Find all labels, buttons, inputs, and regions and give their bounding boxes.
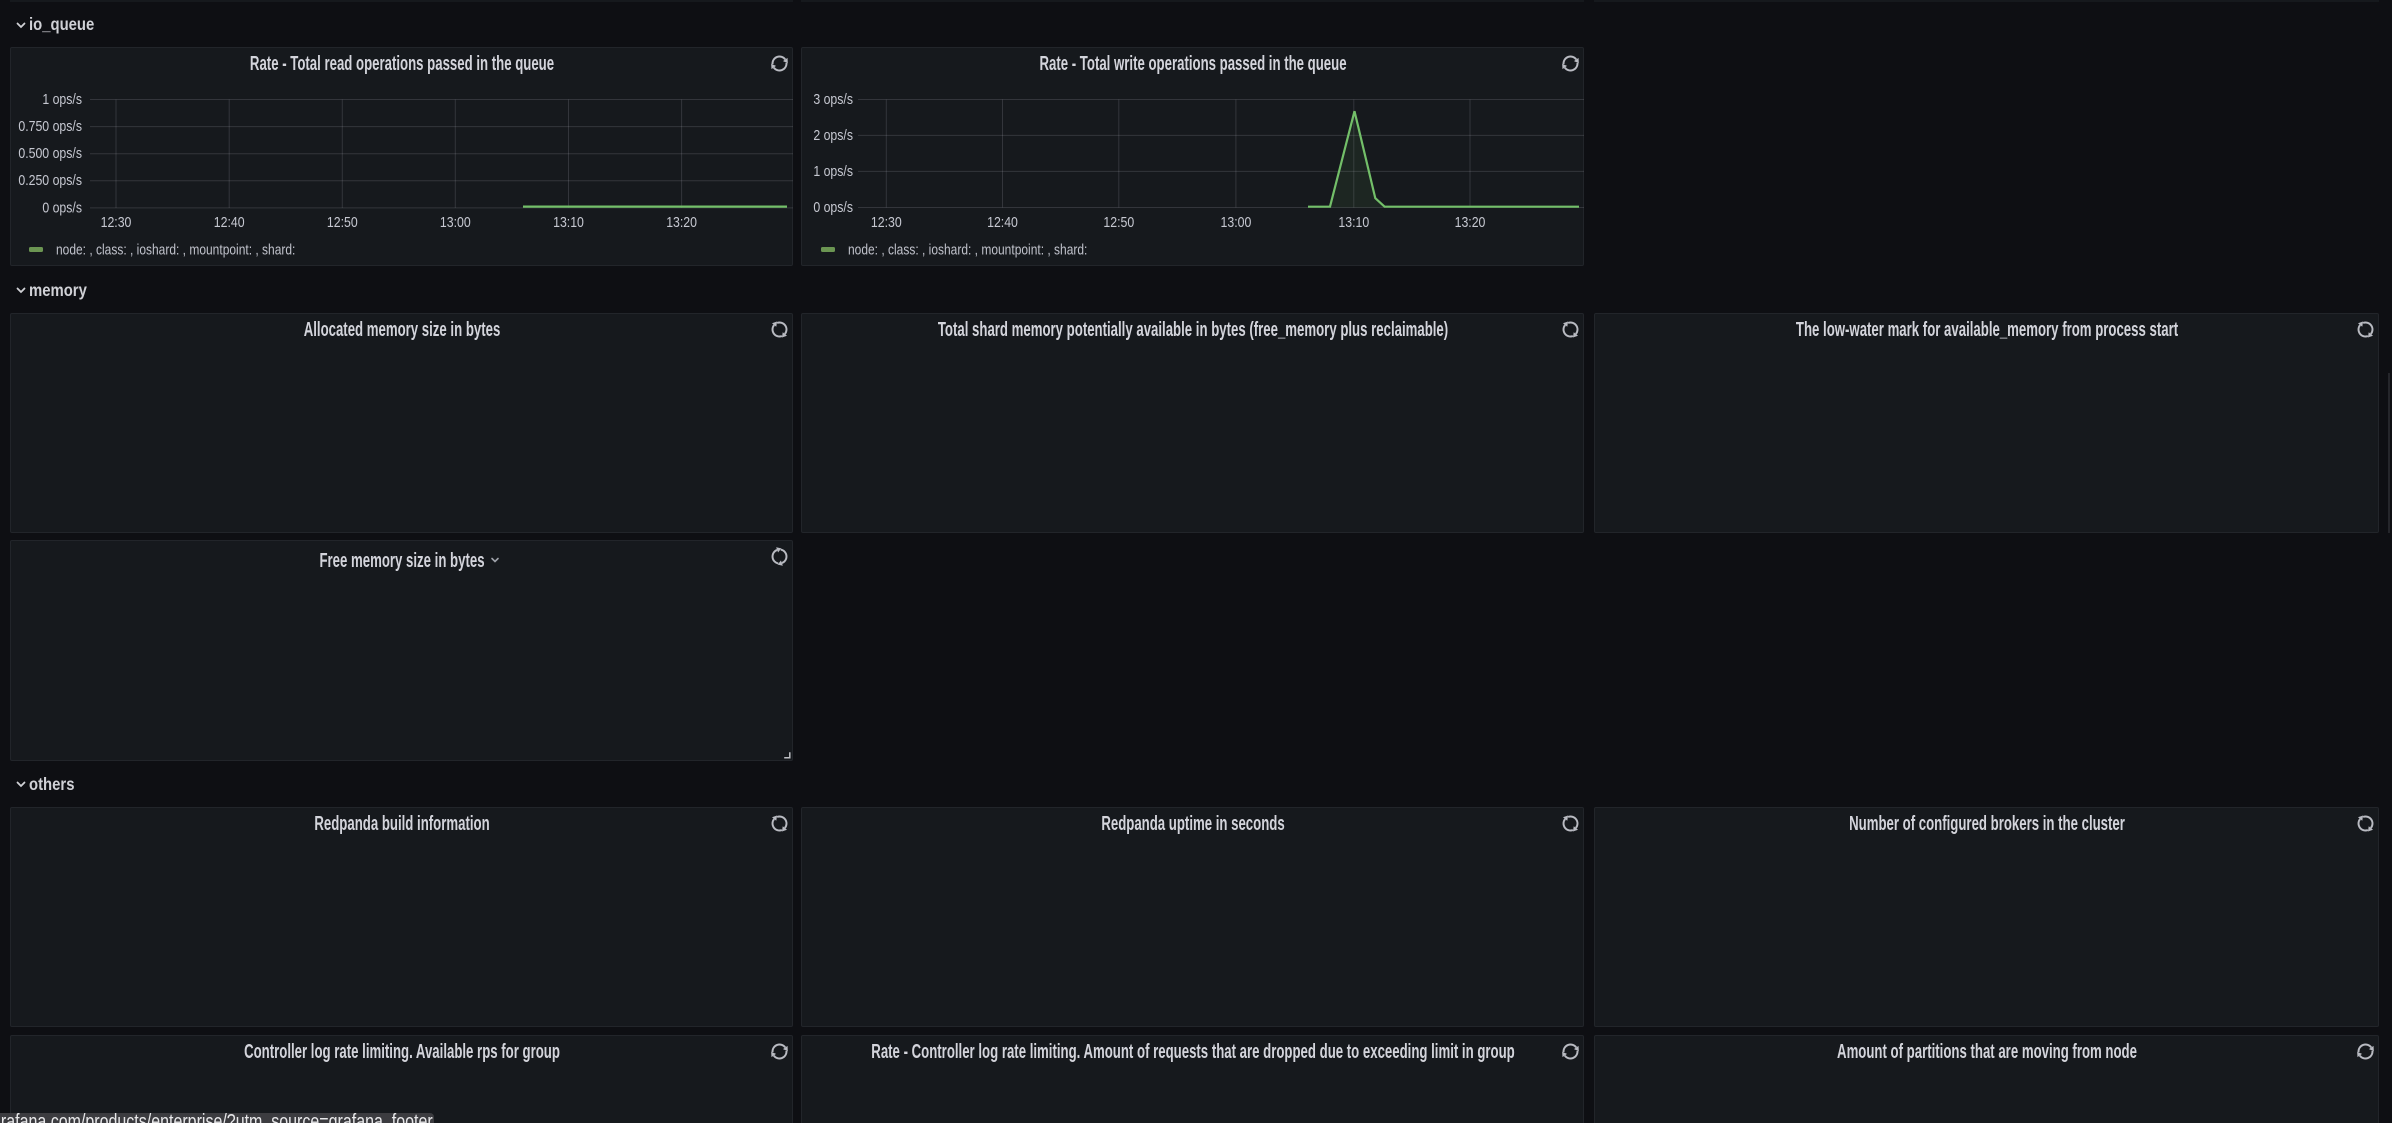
svg-text:0 ops/s: 0 ops/s [42,199,82,215]
svg-text:0 ops/s: 0 ops/s [813,199,853,215]
svg-text:node: , class: , ioshard: , mo: node: , class: , ioshard: , mountpoint: … [56,241,295,258]
svg-text:13:20: 13:20 [1455,214,1486,230]
svg-text:13:10: 13:10 [553,214,584,230]
svg-text:13:20: 13:20 [666,214,697,230]
svg-text:12:30: 12:30 [101,214,132,230]
svg-text:2 ops/s: 2 ops/s [813,127,853,143]
svg-text:node: , class: , ioshard: , mo: node: , class: , ioshard: , mountpoint: … [848,241,1087,258]
svg-text:13:00: 13:00 [1220,214,1251,230]
svg-text:12:40: 12:40 [214,214,245,230]
svg-text:0.250 ops/s: 0.250 ops/s [18,172,82,188]
svg-text:12:30: 12:30 [871,214,902,230]
svg-text:1 ops/s: 1 ops/s [42,91,82,107]
svg-text:12:50: 12:50 [1103,214,1134,230]
svg-text:0.500 ops/s: 0.500 ops/s [18,145,82,161]
svg-text:13:00: 13:00 [440,214,471,230]
svg-text:13:10: 13:10 [1338,214,1369,230]
svg-text:12:40: 12:40 [987,214,1018,230]
svg-text:0.750 ops/s: 0.750 ops/s [18,118,82,134]
svg-text:3 ops/s: 3 ops/s [813,91,853,107]
svg-text:12:50: 12:50 [327,214,358,230]
svg-text:1 ops/s: 1 ops/s [813,163,853,179]
